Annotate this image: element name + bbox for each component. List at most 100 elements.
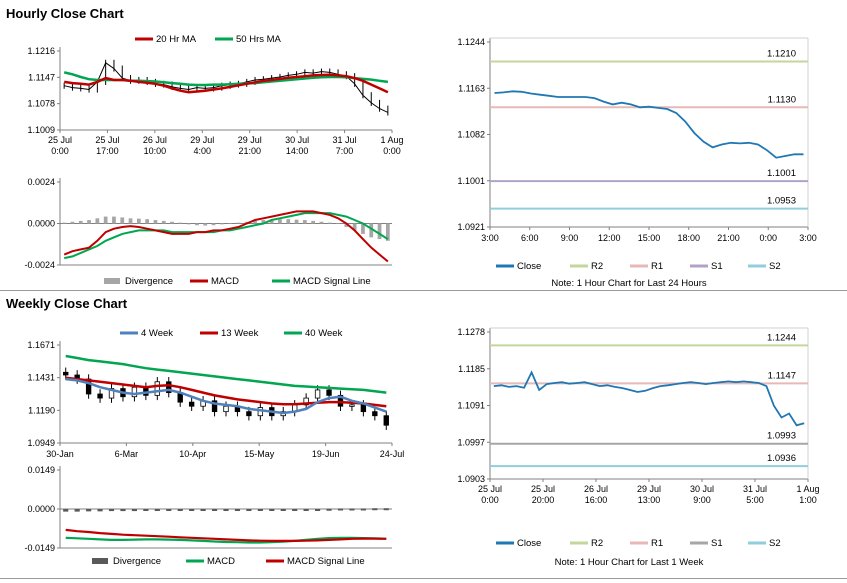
weekly-pivots-legend-label: S2 <box>769 538 781 549</box>
weekly-price-candle-body <box>97 393 103 399</box>
hourly-macd-divergence-bar <box>319 221 324 224</box>
weekly-macd-y-tick-label: 0.0000 <box>27 504 55 514</box>
weekly-pivots-y-tick-label: 1.0997 <box>457 437 485 447</box>
hourly-pivots-x-tick-label: 18:00 <box>677 233 700 243</box>
weekly-price-candle-body <box>326 389 332 396</box>
hourly-price-x-tick-label-time: 0:00 <box>51 146 69 156</box>
weekly-macd-divergence-bar <box>120 509 126 512</box>
weekly-macd-divergence-bar <box>360 508 366 511</box>
hourly-price-ma20-line <box>64 73 389 94</box>
weekly-macd-legend-label: Divergence <box>113 556 161 567</box>
weekly-pivots-x-tick-label: 30 Jul <box>690 484 714 494</box>
hourly-section-title: Hourly Close Chart <box>6 6 124 21</box>
weekly-price-candle-body <box>303 397 309 406</box>
weekly-macd-legend-label: MACD <box>207 556 235 567</box>
hourly-macd-divergence-bar <box>128 218 133 224</box>
weekly-macd-divergence-bar <box>326 508 332 511</box>
hourly-pivots-x-tick-label: 12:00 <box>598 233 621 243</box>
hourly-macd-legend-label: Divergence <box>125 276 173 287</box>
weekly-pivots-level-label: 1.1244 <box>767 332 796 343</box>
weekly-macd-divergence-bar <box>86 509 92 512</box>
weekly-pivots-y-tick-label: 1.1278 <box>457 327 485 337</box>
weekly-pivots-legend-label: Close <box>517 538 541 549</box>
weekly-macd-divergence-bar <box>154 509 160 511</box>
hourly-price-legend-label: 20 Hr MA <box>156 34 197 45</box>
weekly-macd-divergence-bar <box>383 508 389 511</box>
weekly-price-y-tick-label: 1.1190 <box>28 405 55 415</box>
hourly-macd-divergence-bar <box>62 222 67 224</box>
hourly-macd-divergence-bar <box>219 223 224 225</box>
weekly-price-candle-body <box>337 394 344 407</box>
weekly-macd-divergence-bar <box>292 509 298 511</box>
hourly-pivots-legend-label: S2 <box>769 261 781 272</box>
weekly-pivots-legend-label: R1 <box>651 538 663 549</box>
hourly-pivots-legend-label: Close <box>517 261 541 272</box>
bottom-divider <box>0 578 847 579</box>
weekly-macd-divergence-bar <box>315 509 321 511</box>
weekly-macd-y-tick-label: -0.0149 <box>24 543 55 553</box>
hourly-macd-y-tick-label: -0.0024 <box>24 260 55 270</box>
hourly-macd-divergence-bar <box>161 220 166 224</box>
weekly-price-candle-body <box>108 388 115 399</box>
weekly-price-x-tick-label: 24-Jul <box>380 449 405 459</box>
hourly-macd-divergence-bar <box>228 223 233 224</box>
hourly-macd-divergence-bar <box>178 222 183 224</box>
weekly-price-candle-body <box>383 415 389 426</box>
hourly-macd-y-tick-label: 0.0024 <box>27 177 55 187</box>
hourly-price-x-tick-label-time: 4:00 <box>194 146 212 156</box>
weekly-macd-divergence-bar <box>337 508 344 511</box>
hourly-macd-divergence-bar <box>145 219 150 224</box>
hourly-price-x-tick-label: 25 Jul <box>48 135 72 145</box>
hourly-macd-divergence-bar <box>261 220 266 224</box>
hourly-macd-divergence-bar <box>369 223 374 238</box>
weekly-pivots-level-label: 1.0936 <box>767 453 796 464</box>
hourly-pivots-legend-label: R2 <box>591 261 603 272</box>
hourly-price-y-tick-label: 1.1009 <box>27 125 55 135</box>
weekly-macd-y-tick-label: 0.0149 <box>27 465 55 475</box>
weekly-pivots-x-tick-label-time: 0:00 <box>481 495 499 505</box>
hourly-macd-divergence-bar <box>352 223 357 231</box>
weekly-price-candle-body <box>85 378 92 395</box>
weekly-macd-divergence-bar <box>143 509 149 511</box>
hourly-price-x-tick-label-time: 10:00 <box>144 146 167 156</box>
hourly-macd-legend-label: MACD Signal Line <box>293 276 371 287</box>
weekly-section-title: Weekly Close Chart <box>6 296 128 311</box>
weekly-pivots-x-tick-label: 29 Jul <box>637 484 661 494</box>
hourly-pivots-y-tick-label: 1.0921 <box>457 222 485 232</box>
hourly-pivots-x-tick-label: 21:00 <box>717 233 740 243</box>
hourly-macd-divergence-bar <box>136 218 141 224</box>
hourly-pivots-x-tick-label: 0:00 <box>759 233 777 243</box>
weekly-pivots-x-tick-label-time: 9:00 <box>693 495 711 505</box>
weekly-price-legend-label: 4 Week <box>141 328 173 339</box>
weekly-pivots-x-tick-label: 25 Jul <box>531 484 555 494</box>
weekly-price-x-tick-label: 10-Apr <box>179 449 206 459</box>
weekly-price-candle-body <box>188 401 195 407</box>
hourly-pivots-x-tick-label: 6:00 <box>521 233 539 243</box>
hourly-macd-y-tick-label: 0.0000 <box>27 219 55 229</box>
hourly-pivots-y-tick-label: 1.1082 <box>457 130 485 140</box>
hourly-pivots-x-tick-label: 15:00 <box>638 233 661 243</box>
hourly-pivots-legend-label: S1 <box>711 261 723 272</box>
hourly-macd-divergence-bar <box>344 223 349 227</box>
hourly-pivots-level-label: 1.1210 <box>767 48 796 59</box>
weekly-macd-divergence-bar <box>246 509 252 511</box>
weekly-pivots-x-tick-label-time: 16:00 <box>585 495 608 505</box>
weekly-pivots-x-tick-label: 1 Aug <box>796 484 819 494</box>
hourly-pivots-level-label: 1.1130 <box>768 94 796 105</box>
weekly-macd-divergence-bar <box>211 509 218 511</box>
hourly-macd-divergence-bar <box>385 223 390 241</box>
weekly-macd-divergence-bar <box>131 509 137 512</box>
weekly-macd-signal-line <box>65 528 387 543</box>
weekly-price-ma4-line <box>65 377 387 415</box>
hourly-macd-divergence-bar <box>278 219 282 224</box>
weekly-macd-divergence-bar <box>234 509 241 511</box>
weekly-macd-divergence-bar <box>257 509 263 511</box>
hourly-macd-divergence-bar <box>120 217 125 224</box>
weekly-pivots-legend-label: S1 <box>711 538 723 549</box>
weekly-pivots-close-line <box>493 370 805 427</box>
hourly-macd-divergence-bar <box>302 220 307 224</box>
weekly-price-candle-body <box>223 405 229 413</box>
